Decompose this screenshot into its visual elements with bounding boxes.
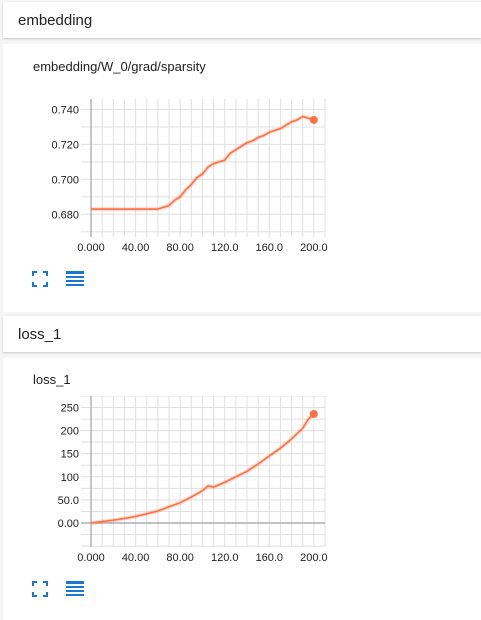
section-header-embedding[interactable]: embedding bbox=[3, 2, 481, 38]
y-tick-label: 100 bbox=[61, 472, 79, 484]
series-endpoint bbox=[309, 115, 318, 124]
grid bbox=[81, 396, 326, 547]
y-tick-label: 200 bbox=[61, 426, 79, 438]
chart-title: loss_1 bbox=[33, 372, 71, 387]
data-table-icon[interactable] bbox=[65, 580, 84, 598]
y-tick-label: 250 bbox=[61, 403, 79, 415]
x-tick-label: 80.00 bbox=[166, 552, 194, 564]
line-chart: 0.000 40.00 80.00 120.0 160.0 200.0 0.00 50.0 10… bbox=[58, 396, 328, 564]
y-tick-label: 0.00 bbox=[58, 518, 79, 530]
fit-to-data-icon[interactable] bbox=[31, 270, 49, 288]
x-tick-label: 200.0 bbox=[300, 552, 328, 564]
y-tick-label: 0.700 bbox=[51, 174, 79, 186]
chart-card-embedding: embedding/W_0/grad/sparsity 0.000 40.00 80… bbox=[3, 44, 481, 312]
x-tick-label: 120.0 bbox=[211, 552, 239, 564]
x-tick-label: 120.0 bbox=[211, 242, 239, 254]
fit-to-data-icon[interactable] bbox=[31, 580, 49, 598]
x-tick-label: 80.00 bbox=[166, 242, 194, 254]
section-header-loss-1[interactable]: loss_1 bbox=[3, 316, 481, 352]
x-tick-label: 40.00 bbox=[122, 242, 150, 254]
x-tick-label: 200.0 bbox=[300, 242, 328, 254]
y-tick-label: 0.740 bbox=[51, 104, 79, 116]
x-tick-label: 160.0 bbox=[256, 242, 284, 254]
section-title: loss_1 bbox=[18, 325, 62, 343]
series-line bbox=[90, 413, 315, 524]
section-title: embedding bbox=[18, 11, 93, 29]
series-line bbox=[91, 115, 315, 210]
data-table-icon[interactable] bbox=[65, 270, 84, 288]
x-tick-label: 0.000 bbox=[77, 552, 105, 564]
x-tick-label: 0.000 bbox=[77, 242, 105, 254]
y-tick-label: 0.720 bbox=[51, 139, 79, 151]
grid bbox=[81, 99, 326, 237]
chart-card-loss-1: loss_1 0.000 40.00 80.00 120.0 160.0 200.0 0.0… bbox=[3, 358, 481, 620]
x-tick-label: 160.0 bbox=[256, 552, 284, 564]
y-tick-label: 0.680 bbox=[51, 209, 79, 221]
y-tick-label: 150 bbox=[61, 449, 79, 461]
series-endpoint bbox=[309, 410, 318, 419]
x-tick-label: 40.00 bbox=[122, 552, 150, 564]
y-tick-label: 50.0 bbox=[58, 495, 79, 507]
chart-title: embedding/W_0/grad/sparsity bbox=[33, 59, 206, 74]
line-chart: 0.000 40.00 80.00 120.0 160.0 200.0 0.680 0.700… bbox=[51, 99, 328, 254]
